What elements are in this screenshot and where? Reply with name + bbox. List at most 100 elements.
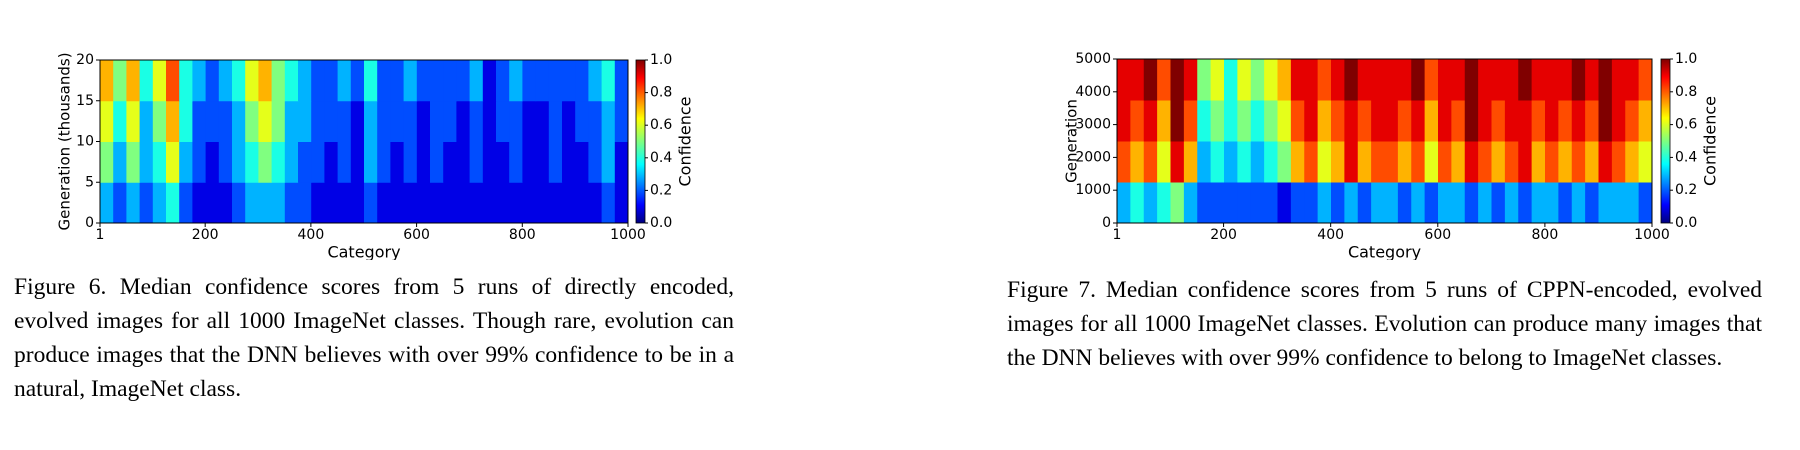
y-tick-label: 4000 [1075,84,1111,100]
heatmap-cell [1585,100,1599,142]
heatmap-cell [271,182,286,224]
heatmap-cell [1424,59,1439,101]
caption: Figure 7. Median confidence scores from … [1007,277,1762,371]
heatmap-cell [548,141,563,183]
heatmap-cell [337,100,352,142]
heatmap-cell [377,182,391,224]
heatmap-cell [1183,59,1198,101]
heatmap-cell [614,182,629,224]
heatmap-cell [416,141,431,183]
heatmap-cell [1170,182,1185,224]
y-tick-label: 5 [85,174,94,190]
x-tick-label: 200 [192,227,219,243]
heatmap-cell [1224,182,1238,224]
heatmap-cell [1210,182,1225,224]
heatmap-cell [245,182,259,224]
heatmap-cell [496,141,510,183]
figures: 1 200 400 600 800 100005101520CategoryGenerat… [56,51,1720,260]
heatmap-cell [1504,59,1519,101]
heatmap-cell [562,182,576,224]
heatmap-cell [1478,59,1492,101]
heatmap-cell [509,100,523,142]
heatmap-cell [350,141,365,183]
heatmap-cell [1504,141,1519,183]
x-tick-label: 400 [298,227,325,243]
heatmap-cell [1170,100,1185,142]
heatmap-cell [496,100,510,142]
heatmap-cell [1397,59,1412,101]
heatmap-cell [1357,100,1372,142]
heatmap-cell [126,141,141,183]
heatmap-cell [1331,100,1345,142]
heatmap-cell [443,60,457,102]
heatmap-cell [1250,59,1265,101]
heatmap-cell [166,141,180,183]
heatmap-cell [311,60,325,102]
heatmap-cell [535,182,550,224]
heatmap-cell [152,60,167,102]
x-tick-label: 400 [1317,227,1344,243]
heatmap-cell [1290,182,1305,224]
heatmap-cell [1143,141,1158,183]
heatmap-cell [100,182,114,224]
heatmap-cell [1545,100,1559,142]
heatmap-cell [1250,100,1265,142]
heatmap-cell [337,141,352,183]
heatmap-cell [1558,141,1573,183]
heatmap-cell [1424,182,1439,224]
heatmap-cell [1397,141,1412,183]
heatmap-cell [1558,182,1573,224]
heatmap-cell [1451,182,1466,224]
heatmap-cell [166,60,180,102]
heatmap-cell [1210,141,1225,183]
heatmap-cell [1197,182,1212,224]
heatmap-cell [430,141,444,183]
heatmap-cell [562,60,576,102]
heatmap-cell [324,141,339,183]
x-tick-label: 200 [1210,227,1237,243]
heatmap-cell [1264,100,1278,142]
colorbar-tick-label: 0.8 [1675,84,1697,100]
heatmap-cell [126,60,141,102]
colorbar-tick-label: 0.4 [650,150,672,166]
y-tick-label: 5000 [1075,51,1111,67]
heatmap-cell [1638,141,1653,183]
heatmap-cell [1531,182,1546,224]
heatmap-cell [482,141,497,183]
heatmap-cell [1464,182,1479,224]
heatmap-cell [350,100,365,142]
heatmap-cell [588,100,603,142]
heatmap-cell [1518,182,1533,224]
heatmap-cell [1384,141,1399,183]
heatmap-cell [1237,100,1252,142]
heatmap-cell [1197,59,1212,101]
heatmap-cell [522,141,537,183]
heatmap-cell [1197,100,1212,142]
heatmap-cell [298,100,312,142]
heatmap-cell [496,60,510,102]
heatmap-cell [575,182,589,224]
heatmap-cell [126,182,141,224]
y-tick-label: 20 [76,52,94,68]
heatmap-cell [179,60,193,102]
heatmap-cell [1504,182,1519,224]
heatmap-cell [139,141,154,183]
heatmap-cell [218,60,233,102]
heatmap-cell [100,60,114,102]
heatmap-cell [1531,59,1546,101]
heatmap-cell [232,100,246,142]
heatmap-cell [232,60,246,102]
heatmap-cell [548,100,563,142]
colorbar-tick-label: 1.0 [1675,51,1697,67]
heatmap-cell [1170,141,1185,183]
heatmap-cell [1157,100,1171,142]
x-tick-label: 1 [96,227,105,243]
colorbar-tick-label: 0.6 [650,117,672,133]
heatmap-cell [1438,100,1452,142]
heatmap-cell [1397,100,1412,142]
heatmap-cell [1344,182,1359,224]
heatmap-cell [522,100,537,142]
heatmap-cell [456,100,471,142]
x-tick-label: 600 [403,227,430,243]
